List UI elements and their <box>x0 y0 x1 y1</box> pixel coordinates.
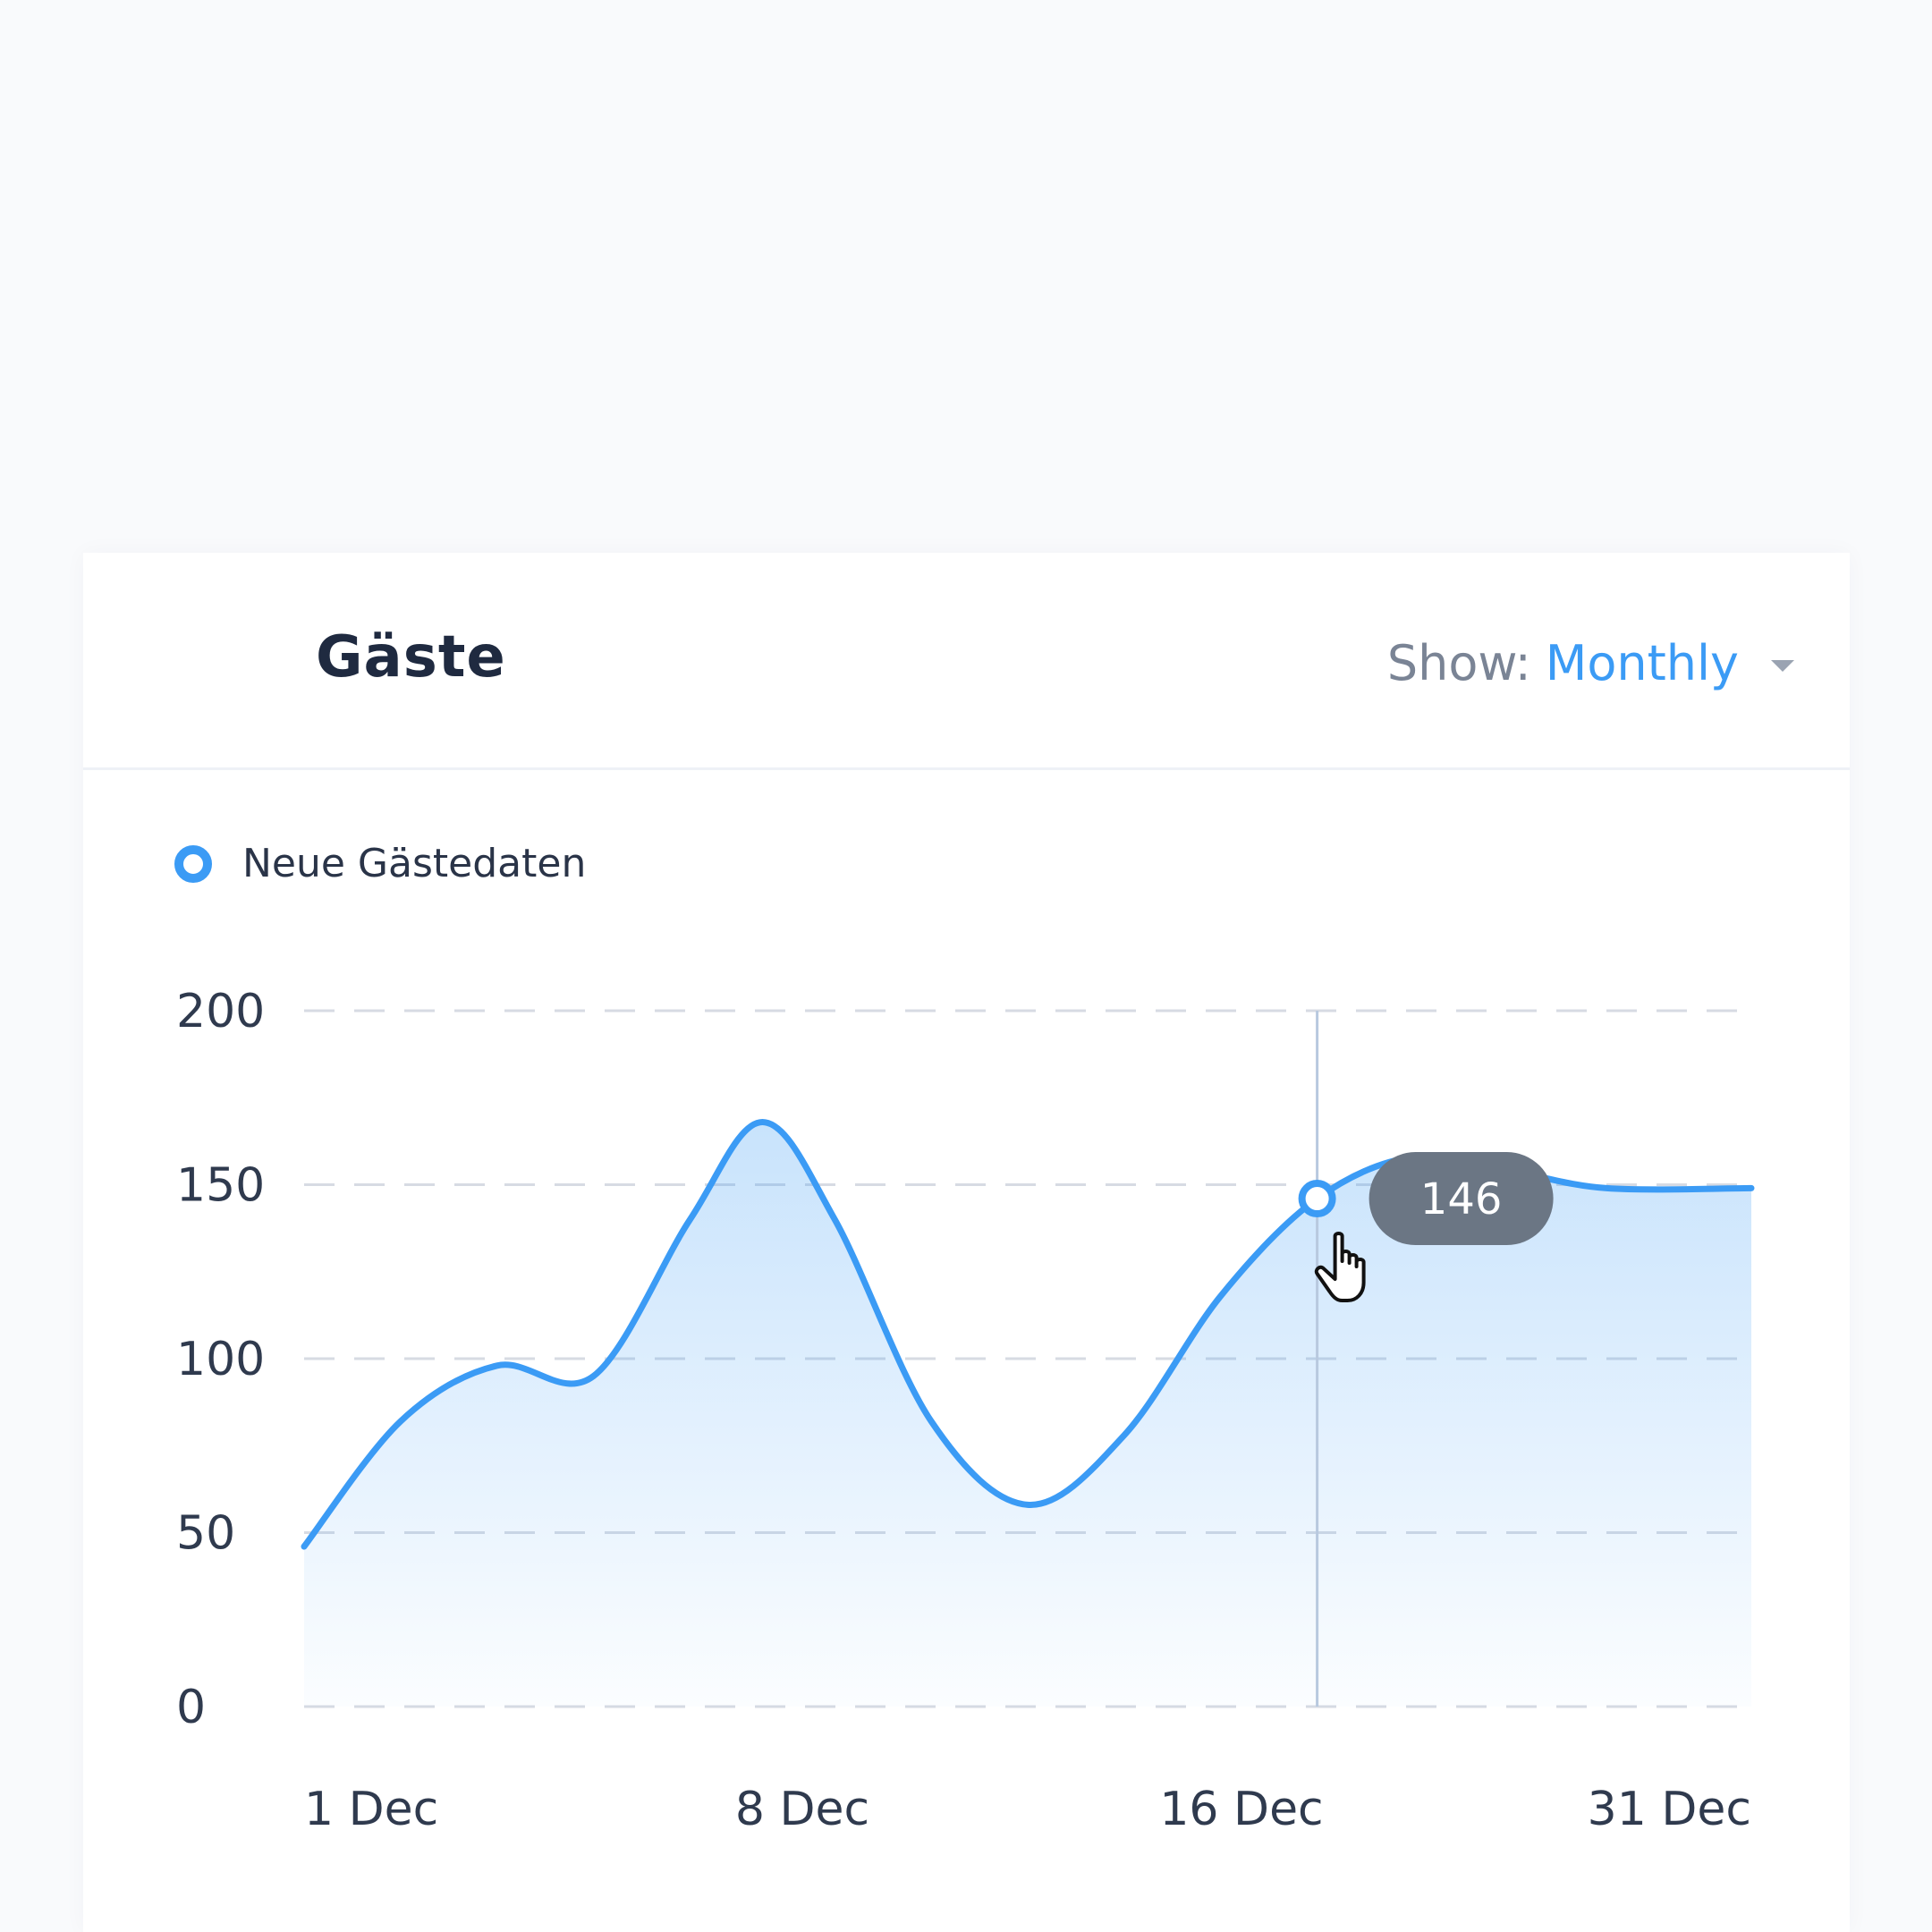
hover-point[interactable] <box>1298 1180 1336 1218</box>
tooltip-value: 146 <box>1420 1174 1503 1224</box>
y-tick-50: 50 <box>176 1507 235 1561</box>
y-tick-150: 150 <box>176 1159 265 1213</box>
period-select[interactable]: Show: Monthly <box>1387 635 1794 691</box>
x-tick-31-dec: 31 Dec <box>1588 1783 1751 1836</box>
card-header: Gäste Show: Monthly <box>83 553 1850 770</box>
hand-cursor-icon <box>1314 1232 1366 1303</box>
y-tick-200: 200 <box>176 985 265 1038</box>
x-tick-1-dec: 1 Dec <box>304 1783 438 1836</box>
chart-legend: Neue Gästedaten <box>174 841 586 886</box>
y-tick-0: 0 <box>176 1681 206 1734</box>
card-title: Gäste <box>316 624 506 691</box>
tooltip-bubble <box>1368 1152 1554 1246</box>
x-tick-16-dec: 16 Dec <box>1159 1783 1323 1836</box>
x-tick-8-dec: 8 Dec <box>735 1783 869 1836</box>
period-select-value[interactable]: Monthly <box>1545 635 1739 691</box>
y-tick-100: 100 <box>176 1333 265 1386</box>
chevron-down-icon[interactable] <box>1771 660 1794 672</box>
period-select-label: Show: <box>1386 635 1531 691</box>
legend-label: Neue Gästedaten <box>242 841 587 886</box>
legend-marker-icon <box>174 844 212 883</box>
